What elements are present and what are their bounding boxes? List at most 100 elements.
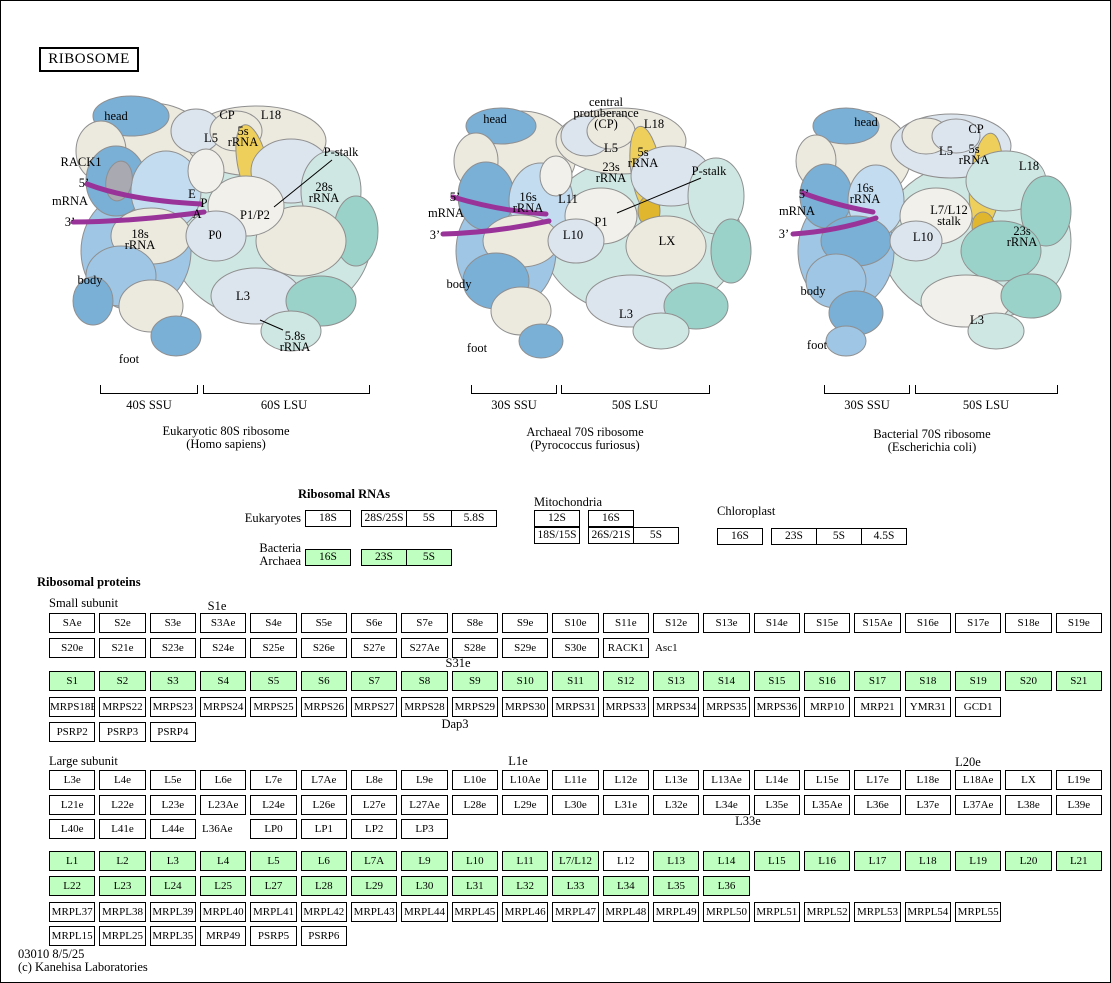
protein-box[interactable]: L23Ae	[199, 795, 247, 815]
protein-box[interactable]: L36e	[854, 795, 901, 815]
protein-box[interactable]: L5e	[149, 770, 196, 790]
protein-box[interactable]: S26e	[300, 638, 347, 658]
protein-box[interactable]: S18e	[1005, 613, 1052, 633]
protein-box[interactable]: S11	[552, 671, 599, 691]
protein-box[interactable]: S28e	[451, 638, 498, 658]
rrna-box[interactable]: 16S	[305, 549, 351, 566]
protein-box[interactable]: L7A	[350, 851, 398, 871]
protein-box[interactable]: YMR31	[904, 697, 951, 717]
protein-box[interactable]: RACK1	[602, 638, 649, 658]
rrna-box[interactable]: 5S	[633, 527, 679, 544]
protein-box[interactable]: L34e	[703, 795, 750, 815]
protein-box[interactable]: MRPL50	[703, 902, 750, 922]
protein-box[interactable]: MRPL43	[350, 902, 398, 922]
rrna-box[interactable]: 18S/15S	[534, 527, 580, 544]
protein-box[interactable]: S15e	[803, 613, 851, 633]
protein-box[interactable]: MRPL53	[854, 902, 901, 922]
protein-box[interactable]: S21e	[99, 638, 146, 658]
protein-box[interactable]: L12e	[602, 770, 649, 790]
protein-box[interactable]: S8e	[451, 613, 498, 633]
protein-box[interactable]: MRPL45	[451, 902, 498, 922]
protein-box[interactable]: MRPS35	[703, 697, 750, 717]
protein-box[interactable]: L29	[350, 876, 398, 896]
protein-box[interactable]: L24e	[250, 795, 297, 815]
protein-box[interactable]: S2e	[99, 613, 146, 633]
rrna-box[interactable]: 5.8S	[451, 510, 497, 527]
protein-box[interactable]: L7Ae	[300, 770, 347, 790]
protein-box[interactable]: L4	[199, 851, 247, 871]
protein-box[interactable]: L12	[602, 851, 649, 871]
protein-box[interactable]: L41e	[99, 819, 146, 839]
protein-box[interactable]: S4e	[250, 613, 297, 633]
protein-box[interactable]: L31e	[602, 795, 649, 815]
protein-box[interactable]: MRPS26	[300, 697, 347, 717]
protein-box[interactable]: S16e	[904, 613, 951, 633]
protein-box[interactable]: L22e	[99, 795, 146, 815]
protein-box[interactable]: L27e	[350, 795, 398, 815]
protein-box[interactable]: MRPS18B	[49, 697, 96, 717]
protein-box[interactable]: L24	[149, 876, 196, 896]
protein-box[interactable]: L18	[904, 851, 951, 871]
protein-box[interactable]: L6e	[199, 770, 247, 790]
protein-box[interactable]: LP1	[300, 819, 347, 839]
protein-box[interactable]: S9	[451, 671, 498, 691]
protein-box[interactable]: S30e	[552, 638, 599, 658]
protein-box[interactable]: L35	[652, 876, 700, 896]
protein-box[interactable]: L25	[199, 876, 247, 896]
protein-box[interactable]: S15	[753, 671, 800, 691]
rrna-box[interactable]: 16S	[588, 510, 634, 527]
protein-box[interactable]: L36	[703, 876, 750, 896]
protein-box[interactable]: MRPL47	[552, 902, 599, 922]
protein-box[interactable]: S27e	[350, 638, 398, 658]
protein-box[interactable]: L30	[401, 876, 448, 896]
protein-box[interactable]: L21e	[49, 795, 96, 815]
protein-box[interactable]: L7e	[250, 770, 297, 790]
protein-box[interactable]: S27Ae	[401, 638, 448, 658]
protein-box[interactable]: L27Ae	[401, 795, 448, 815]
rrna-box[interactable]: 5S	[816, 528, 862, 545]
protein-box[interactable]: S8	[401, 671, 448, 691]
protein-box[interactable]: S19e	[1055, 613, 1102, 633]
protein-box[interactable]: S10	[501, 671, 549, 691]
protein-box[interactable]: L8e	[350, 770, 398, 790]
protein-box[interactable]: L23e	[149, 795, 196, 815]
protein-box[interactable]: L37Ae	[954, 795, 1002, 815]
protein-box[interactable]: S21	[1055, 671, 1102, 691]
protein-box[interactable]: L10	[451, 851, 498, 871]
protein-box[interactable]: S5e	[300, 613, 347, 633]
protein-box[interactable]: MRP21	[854, 697, 901, 717]
protein-box[interactable]: L29e	[501, 795, 549, 815]
protein-box[interactable]: L13e	[652, 770, 700, 790]
protein-box[interactable]: S6	[300, 671, 347, 691]
protein-box[interactable]: MRPS23	[149, 697, 196, 717]
protein-box[interactable]: MRPL48	[602, 902, 649, 922]
protein-box[interactable]: S6e	[350, 613, 398, 633]
protein-box[interactable]: MRPL54	[904, 902, 951, 922]
protein-box[interactable]: LP2	[350, 819, 398, 839]
protein-box[interactable]: L5	[250, 851, 297, 871]
protein-box[interactable]: MRPS34	[652, 697, 700, 717]
rrna-box[interactable]: 5S	[406, 549, 452, 566]
protein-box[interactable]: MRPL35	[149, 926, 196, 946]
protein-box[interactable]: MRPL55	[954, 902, 1002, 922]
protein-box[interactable]: L15	[753, 851, 800, 871]
protein-box[interactable]: L32	[501, 876, 549, 896]
protein-box[interactable]: S11e	[602, 613, 649, 633]
protein-box[interactable]: S19	[954, 671, 1002, 691]
protein-box[interactable]: L3	[149, 851, 196, 871]
rrna-box[interactable]: 5S	[406, 510, 452, 527]
protein-box[interactable]: L15e	[803, 770, 851, 790]
protein-box[interactable]: MRPL37	[49, 902, 96, 922]
protein-box[interactable]: S24e	[199, 638, 247, 658]
protein-box[interactable]: L17	[854, 851, 901, 871]
protein-box[interactable]: MRPS36	[753, 697, 800, 717]
protein-box[interactable]: S14	[703, 671, 750, 691]
protein-box[interactable]: MRPL44	[401, 902, 448, 922]
rrna-box[interactable]: 23S	[361, 549, 407, 566]
protein-box[interactable]: S15Ae	[854, 613, 901, 633]
protein-box[interactable]: L9e	[401, 770, 448, 790]
protein-box[interactable]: L17e	[854, 770, 901, 790]
protein-box[interactable]: LP3	[401, 819, 448, 839]
protein-box[interactable]: MRPL15	[49, 926, 96, 946]
protein-box[interactable]: S9e	[501, 613, 549, 633]
